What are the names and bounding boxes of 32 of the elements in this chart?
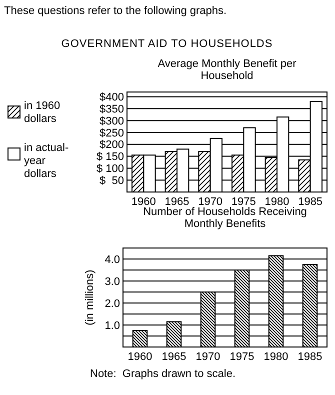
x-tick-label: 1970 [196, 351, 220, 363]
x-tick-label: 1985 [298, 351, 322, 363]
x-tick-label: 1970 [198, 196, 223, 208]
text: GOVERNMENT AID TO HOUSEHOLDS [61, 38, 273, 50]
x-tick-label: 1980 [264, 351, 288, 363]
y-tick-label: $ 150 [96, 151, 124, 164]
y-tick-label: $250 [100, 127, 124, 140]
chart-title: Number of Households Receiving Monthly Benefits [143, 206, 307, 230]
y-tick-label: $350 [100, 104, 124, 116]
y-tick-label: 3.0 [104, 276, 120, 288]
chart-title: Average Monthly Benefit per Household [158, 58, 297, 82]
y-tick-label: $ 100 [96, 163, 124, 176]
y-tick-label: $400 [100, 92, 124, 104]
y-tick-label: $300 [100, 115, 124, 128]
x-tick-label: 1980 [264, 196, 290, 208]
x-tick-label: 1975 [230, 351, 254, 363]
text: Note: Graphs drawn to scale. [90, 368, 236, 380]
y-tick-label: 1.0 [104, 320, 120, 332]
x-tick-label: 1965 [162, 351, 186, 363]
x-tick-label: 1960 [128, 351, 152, 363]
x-tick-label: 1965 [164, 196, 190, 208]
y-tick-label: 2.0 [104, 298, 120, 310]
x-tick-label: 1975 [231, 196, 256, 208]
x-tick-label: 1985 [298, 196, 323, 208]
y-tick-label: $ 50 [100, 174, 124, 187]
legend-label: in 1960 dollars [24, 100, 60, 125]
legend-label: in actual-year dollars [24, 142, 69, 180]
x-tick-label: 1960 [131, 196, 156, 208]
y-tick-label: $200 [100, 139, 124, 152]
text: These questions refer to the following graphs. [4, 5, 227, 17]
y-axis-title: (in millions) [84, 270, 96, 326]
y-tick-label: 4.0 [104, 254, 120, 266]
